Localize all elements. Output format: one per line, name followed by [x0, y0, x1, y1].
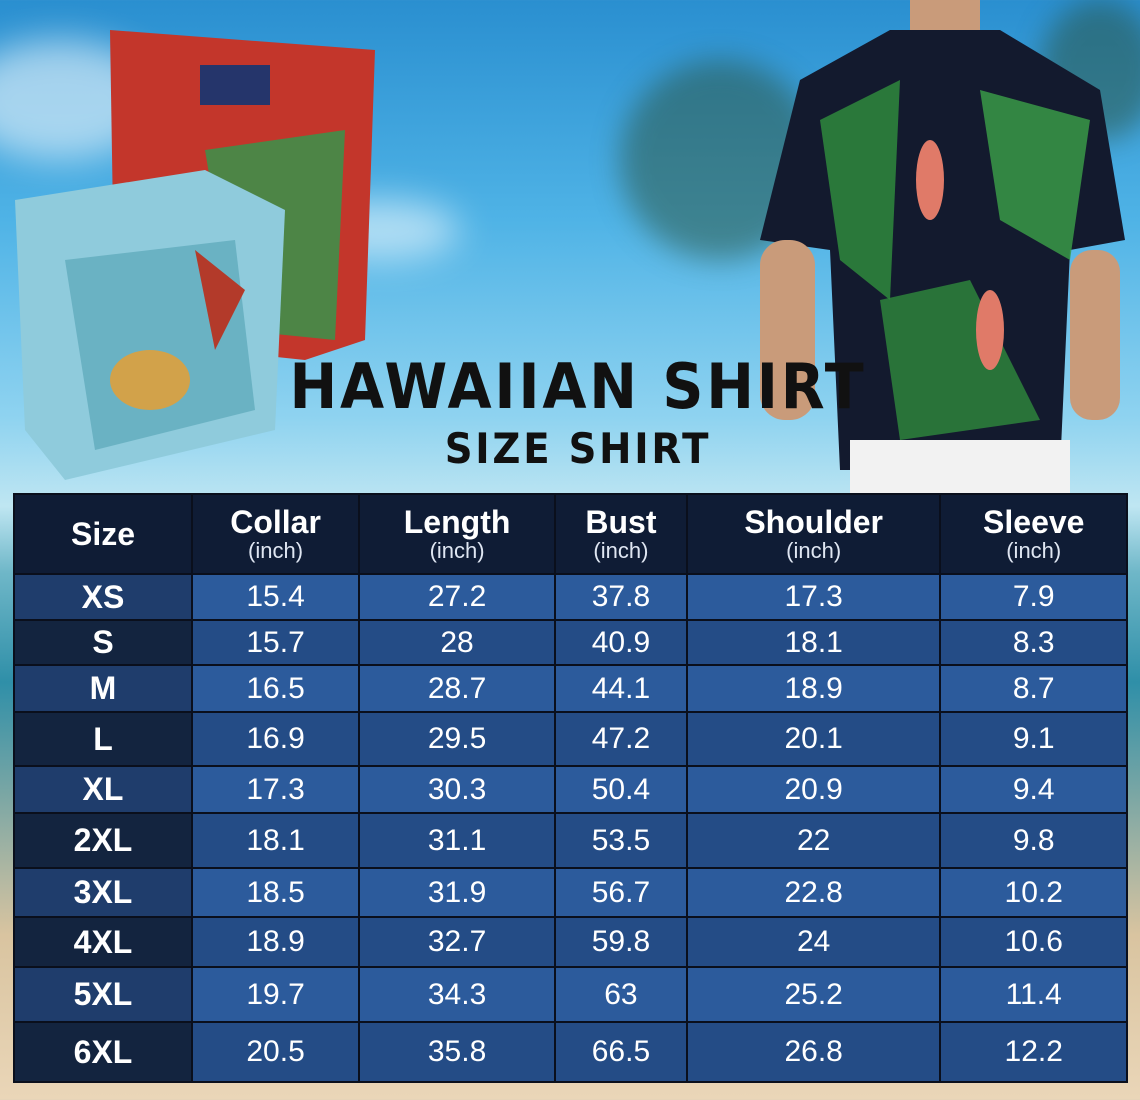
cell-bust: 66.5 — [554, 1021, 688, 1083]
column-header-sleeve: Sleeve (inch) — [939, 493, 1128, 575]
cell-length: 28.7 — [358, 664, 557, 713]
cell-length: 34.3 — [358, 966, 557, 1023]
cell-size: 6XL — [13, 1021, 193, 1083]
cell-shoulder: 22.8 — [685, 867, 942, 918]
page-title: HAWAIIAN SHIRT — [289, 350, 867, 423]
table-row: 6XL 20.5 35.8 66.5 26.8 12.2 — [13, 1021, 1128, 1083]
cell-collar: 16.9 — [190, 711, 361, 767]
table-row: M 16.5 28.7 44.1 18.9 8.7 — [13, 664, 1128, 713]
cell-sleeve: 8.3 — [939, 619, 1128, 666]
size-chart-table: Size Collar (inch) Length (inch) Bust (inch… — [13, 493, 1128, 1083]
column-unit: (inch) — [786, 538, 842, 563]
cell-collar: 15.7 — [190, 619, 361, 666]
cell-sleeve: 10.2 — [939, 867, 1128, 918]
column-label: Collar — [230, 504, 321, 540]
cell-bust: 63 — [554, 966, 688, 1023]
cell-shoulder: 25.2 — [685, 966, 942, 1023]
cell-sleeve: 7.9 — [939, 573, 1128, 621]
column-label: Sleeve — [983, 504, 1085, 540]
cell-sleeve: 9.1 — [939, 711, 1128, 767]
table-row: L 16.9 29.5 47.2 20.1 9.1 — [13, 711, 1128, 767]
cell-collar: 18.5 — [190, 867, 361, 918]
column-header-length: Length (inch) — [358, 493, 557, 575]
column-label: Shoulder — [744, 504, 883, 540]
cell-length: 29.5 — [358, 711, 557, 767]
model-shirt-image — [760, 0, 1125, 495]
cell-shoulder: 26.8 — [685, 1021, 942, 1083]
cell-collar: 17.3 — [190, 765, 361, 814]
column-header-collar: Collar (inch) — [190, 493, 361, 575]
column-unit: (inch) — [593, 538, 649, 563]
cell-bust: 44.1 — [554, 664, 688, 713]
cell-size: 5XL — [13, 966, 193, 1023]
cell-bust: 53.5 — [554, 812, 688, 869]
cell-shoulder: 20.1 — [685, 711, 942, 767]
cell-length: 31.1 — [358, 812, 557, 869]
cell-length: 35.8 — [358, 1021, 557, 1083]
cell-bust: 50.4 — [554, 765, 688, 814]
cell-sleeve: 12.2 — [939, 1021, 1128, 1083]
cell-collar: 16.5 — [190, 664, 361, 713]
cell-collar: 18.9 — [190, 916, 361, 968]
table-row: 3XL 18.5 31.9 56.7 22.8 10.2 — [13, 867, 1128, 918]
table-row: 5XL 19.7 34.3 63 25.2 11.4 — [13, 966, 1128, 1023]
cell-shoulder: 18.9 — [685, 664, 942, 713]
table-row: XS 15.4 27.2 37.8 17.3 7.9 — [13, 573, 1128, 621]
column-label: Length — [403, 504, 511, 540]
table-header-row: Size Collar (inch) Length (inch) Bust (inch… — [13, 493, 1128, 575]
column-header-size: Size — [13, 493, 193, 575]
cell-shoulder: 24 — [685, 916, 942, 968]
cell-length: 28 — [358, 619, 557, 666]
cell-bust: 47.2 — [554, 711, 688, 767]
cell-collar: 15.4 — [190, 573, 361, 621]
cell-shoulder: 22 — [685, 812, 942, 869]
cell-size: 3XL — [13, 867, 193, 918]
cell-size: XS — [13, 573, 193, 621]
column-label: Bust — [585, 504, 657, 540]
cell-size: XL — [13, 765, 193, 814]
column-header-bust: Bust (inch) — [554, 493, 688, 575]
column-unit: (inch) — [429, 538, 485, 563]
cell-bust: 59.8 — [554, 916, 688, 968]
folded-shirts-image — [15, 30, 375, 480]
column-header-shoulder: Shoulder (inch) — [685, 493, 942, 575]
cell-collar: 20.5 — [190, 1021, 361, 1083]
column-unit: (inch) — [1006, 538, 1062, 563]
table-row: 4XL 18.9 32.7 59.8 24 10.6 — [13, 916, 1128, 968]
cell-bust: 56.7 — [554, 867, 688, 918]
cell-size: S — [13, 619, 193, 666]
cell-size: L — [13, 711, 193, 767]
cell-bust: 37.8 — [554, 573, 688, 621]
cell-sleeve: 9.8 — [939, 812, 1128, 869]
cell-length: 31.9 — [358, 867, 557, 918]
cell-length: 30.3 — [358, 765, 557, 814]
cell-length: 27.2 — [358, 573, 557, 621]
cell-collar: 19.7 — [190, 966, 361, 1023]
table-row: 2XL 18.1 31.1 53.5 22 9.8 — [13, 812, 1128, 869]
cell-sleeve: 10.6 — [939, 916, 1128, 968]
cell-size: 2XL — [13, 812, 193, 869]
cell-bust: 40.9 — [554, 619, 688, 666]
cell-shoulder: 20.9 — [685, 765, 942, 814]
page-subtitle: SIZE SHIRT — [444, 424, 712, 473]
column-unit: (inch) — [248, 538, 304, 563]
cell-sleeve: 11.4 — [939, 966, 1128, 1023]
cell-length: 32.7 — [358, 916, 557, 968]
cell-sleeve: 9.4 — [939, 765, 1128, 814]
cell-size: 4XL — [13, 916, 193, 968]
table-row: S 15.7 28 40.9 18.1 8.3 — [13, 619, 1128, 666]
cell-size: M — [13, 664, 193, 713]
cell-collar: 18.1 — [190, 812, 361, 869]
column-label: Size — [70, 516, 136, 552]
table-row: XL 17.3 30.3 50.4 20.9 9.4 — [13, 765, 1128, 814]
cell-sleeve: 8.7 — [939, 664, 1128, 713]
cell-shoulder: 17.3 — [685, 573, 942, 621]
cell-shoulder: 18.1 — [685, 619, 942, 666]
